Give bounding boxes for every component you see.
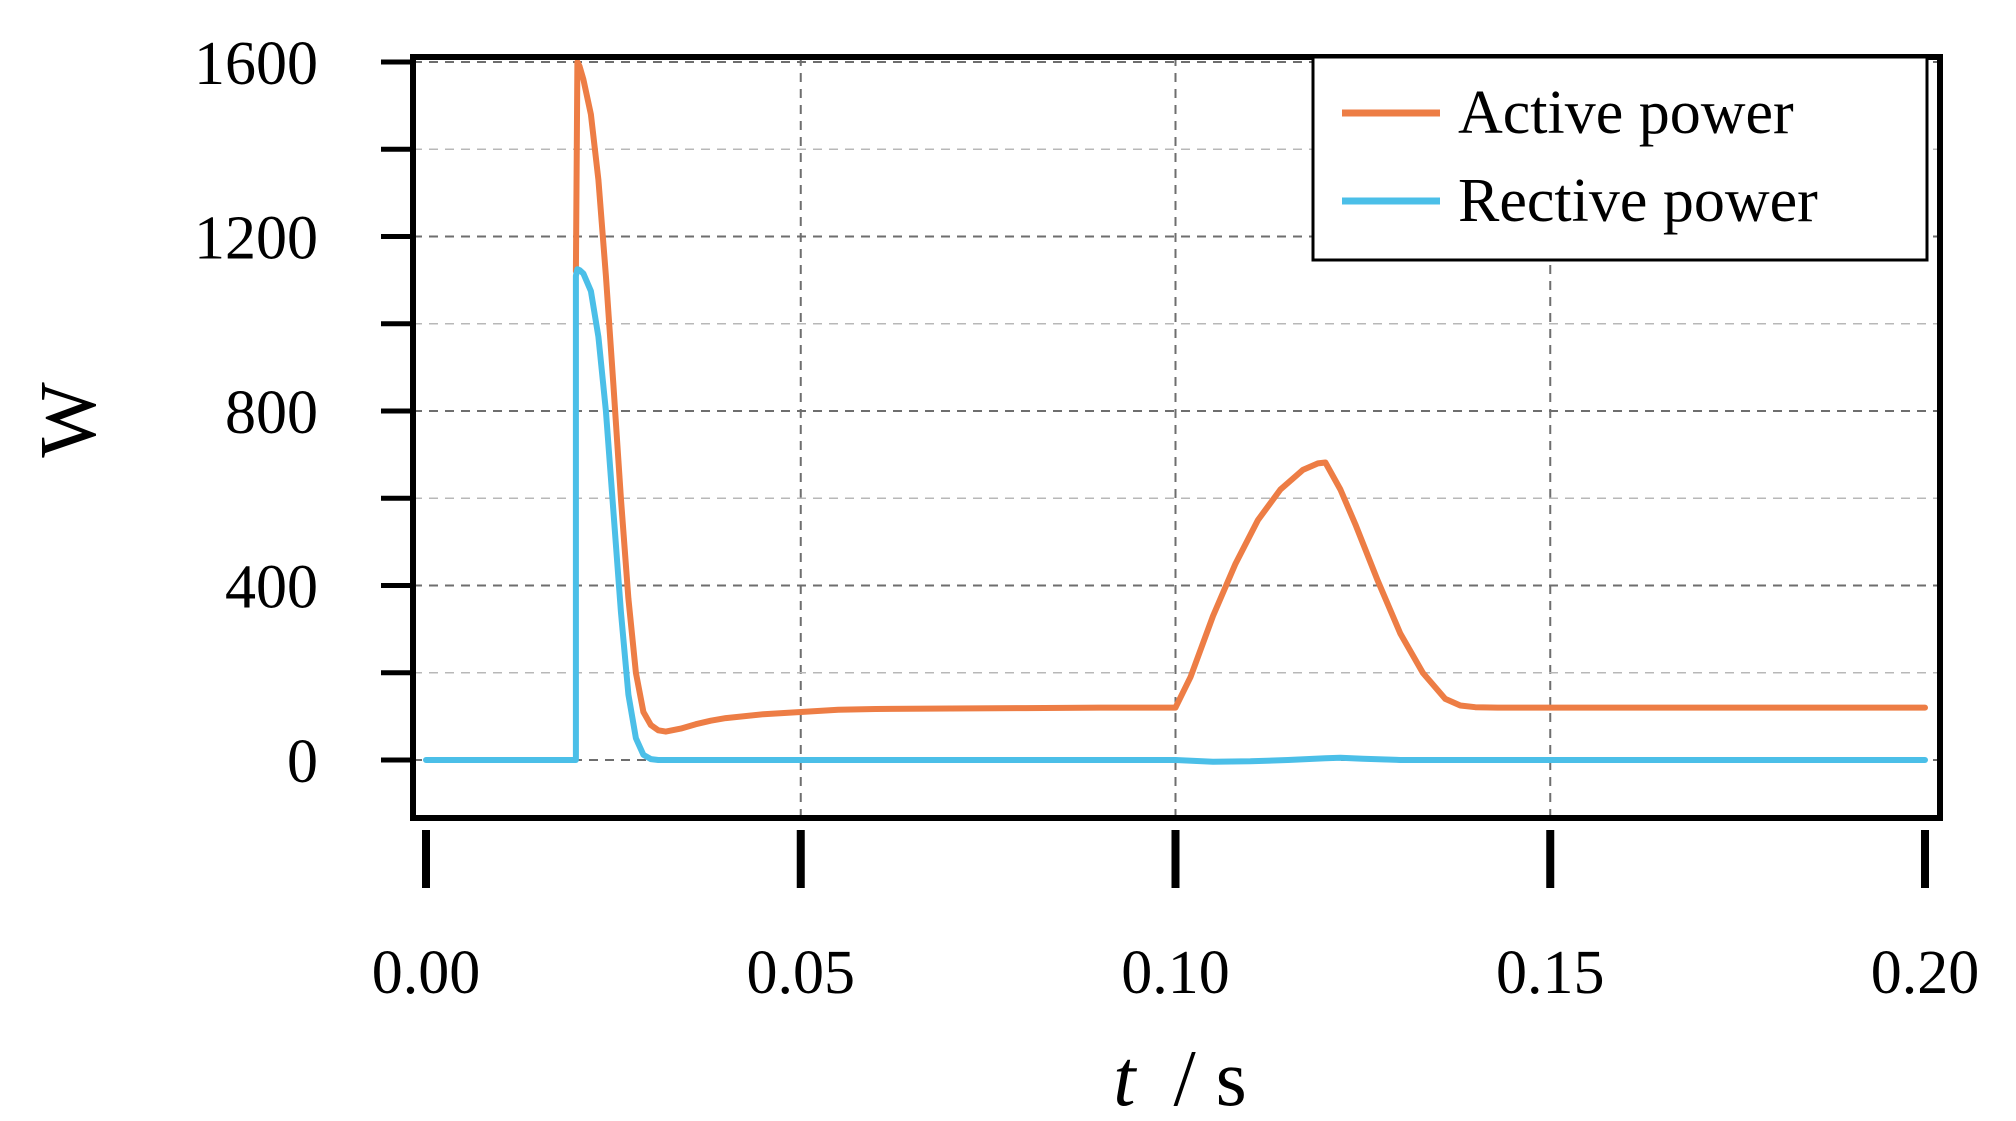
y-tick-label: 1600 xyxy=(194,30,318,98)
x-axis-label-unit: / s xyxy=(1173,1035,1246,1121)
series-lines xyxy=(423,59,1928,765)
y-axis: 0 400 800 1200 1600 xyxy=(194,30,413,796)
series-line-rective-power xyxy=(423,266,1928,765)
legend: Active power Rective power xyxy=(1311,55,1929,262)
series-line-active-power xyxy=(572,59,1928,735)
x-tick-label: 0.10 xyxy=(1121,939,1230,1007)
y-tick-label: 1200 xyxy=(194,205,318,273)
x-axis: 0.00 0.05 0.10 0.15 0.20 xyxy=(372,830,1980,1007)
x-tick-label: 0.00 xyxy=(372,939,481,1007)
x-tick-label: 0.15 xyxy=(1496,939,1605,1007)
y-axis-label: W xyxy=(25,382,113,458)
legend-label: Active power xyxy=(1458,79,1794,147)
y-tick-label: 400 xyxy=(225,554,318,622)
legend-box xyxy=(1311,55,1929,262)
x-axis-label: t / s xyxy=(1113,1035,1247,1121)
plot-area-frame xyxy=(410,54,1943,821)
y-tick-label: 800 xyxy=(225,379,318,447)
x-axis-label-variable: t xyxy=(1113,1035,1137,1121)
x-tick-label: 0.20 xyxy=(1871,939,1980,1007)
legend-label: Rective power xyxy=(1458,167,1818,235)
x-tick-label: 0.05 xyxy=(747,939,856,1007)
y-tick-label: 0 xyxy=(287,728,318,796)
